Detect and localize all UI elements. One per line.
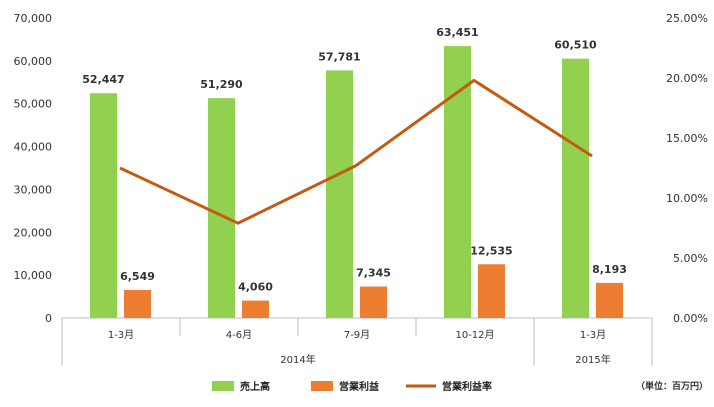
data-label-operating-profit: 12,535 [470,244,512,257]
data-label-sales: 52,447 [82,73,124,86]
y-left-tick-label: 50,000 [14,98,53,111]
y-left-tick-label: 60,000 [14,55,53,68]
data-label-sales: 63,451 [436,26,478,39]
legend-label: 営業利益 [339,380,379,393]
data-label-sales: 60,510 [554,39,597,52]
y-left-tick-label: 20,000 [14,226,53,239]
bar-operating-profit [242,300,269,318]
y-right-tick-label: 0.00% [673,312,708,325]
y-left-tick-label: 40,000 [14,141,53,154]
y-left-tick-label: 0 [45,312,52,325]
bar-operating-profit [478,264,505,318]
category-label: 1-3月 [108,329,134,341]
y-left-tick-label: 30,000 [14,183,53,196]
data-label-operating-profit: 6,549 [120,270,155,283]
plot-area: 52,447 51,290 57,781 63,451 60,510 6,549 4,060… [62,26,652,319]
category-label: 10-12月 [455,329,494,341]
y-left-tick-label: 10,000 [14,269,53,282]
legend-swatch [212,381,234,391]
y-right-tick-label: 20.00% [666,72,708,85]
legend-label: 営業利益率 [442,380,492,393]
legend-label: 売上高 [240,380,270,393]
bar-operating-profit [124,289,151,318]
data-label-sales: 57,781 [318,50,360,63]
line-operating-margin [119,78,593,225]
data-label-operating-profit: 7,345 [356,267,391,280]
y-right-tick-label: 15.00% [666,132,708,145]
y-left-tick-label: 70,000 [14,12,53,25]
bar-sales [326,70,353,318]
data-label-operating-profit: 4,060 [238,281,273,294]
category-label: 1-3月 [580,329,606,341]
unit-note: （単位：百万円） [636,380,708,392]
y-right-tick-label: 25.00% [666,12,708,25]
group-label: 2014年 [280,353,315,366]
bar-operating-profit [360,286,387,318]
bar-sales [90,93,117,318]
category-label: 4-6月 [226,329,252,341]
bar-operating-profit [596,282,623,318]
legend-swatch [311,381,333,391]
group-label: 2015年 [575,353,610,366]
bar-sales [562,58,589,319]
y-right-tick-label: 10.00% [666,192,708,205]
category-label: 7-9月 [344,329,370,341]
legend: 売上高 営業利益 営業利益率 [212,380,492,393]
category-axis: 1-3月 4-6月 7-9月 10-12月 1-3月 2014年 2015年 [61,318,653,366]
y-right-tick-label: 5.00% [673,252,708,265]
data-label-sales: 51,290 [200,78,243,91]
right-axis: 0.00% 5.00% 10.00% 15.00% 20.00% 25.00% [666,12,708,325]
left-axis: 0 10,000 20,000 30,000 40,000 50,000 60,000 70,… [14,12,53,325]
bar-sales [208,98,235,318]
data-label-operating-profit: 8,193 [592,263,627,276]
